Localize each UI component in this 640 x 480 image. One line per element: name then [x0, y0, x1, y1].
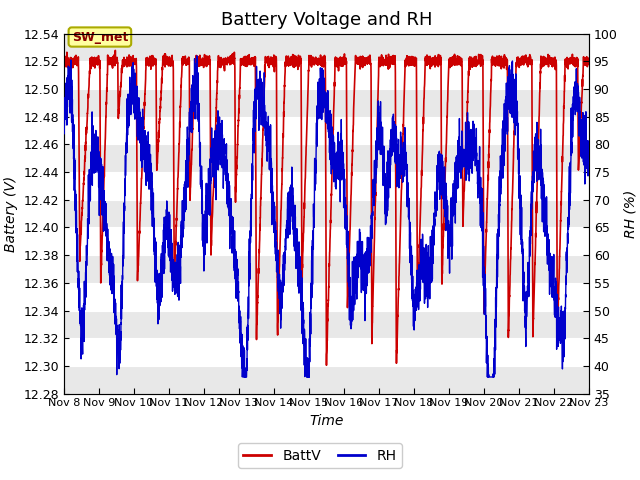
Bar [64, 61, 589, 89]
Y-axis label: Battery (V): Battery (V) [4, 176, 18, 252]
Bar [64, 338, 589, 366]
Bar [64, 144, 589, 172]
Bar [64, 172, 589, 200]
Text: SW_met: SW_met [72, 31, 128, 44]
Bar [64, 311, 589, 338]
Title: Battery Voltage and RH: Battery Voltage and RH [221, 11, 432, 29]
Y-axis label: RH (%): RH (%) [623, 190, 637, 238]
Bar [64, 200, 589, 228]
X-axis label: Time: Time [309, 414, 344, 428]
Bar [64, 366, 589, 394]
Legend: BattV, RH: BattV, RH [238, 443, 402, 468]
Bar [64, 255, 589, 283]
Bar [64, 34, 589, 61]
Bar [64, 89, 589, 117]
Bar [64, 228, 589, 255]
Bar [64, 283, 589, 311]
Bar [64, 117, 589, 144]
